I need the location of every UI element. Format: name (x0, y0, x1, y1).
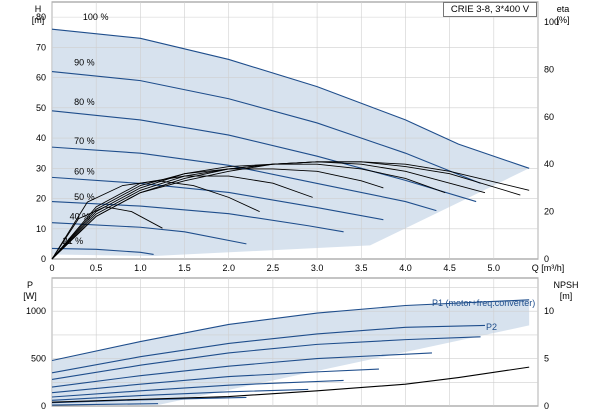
speed-label: 70 % (74, 136, 95, 146)
y-tick-label-left-bottom: 500 (31, 354, 46, 364)
y-tick-label-left-top: 0 (41, 254, 46, 264)
y-tick-label-left-top: 60 (36, 73, 46, 83)
y-tick-label-right-bottom: 10 (544, 306, 554, 316)
efficiency-curve (51, 168, 384, 260)
y-tick-label-left-bottom: 0 (41, 401, 46, 411)
head-curve (51, 70, 481, 184)
operating-area-head (52, 29, 530, 256)
y-tick-label-right-top: 60 (544, 112, 554, 122)
y-axis-unit-right-bottom: [m] (560, 291, 573, 301)
power-curve (51, 324, 485, 374)
speed-label: 60 % (74, 166, 95, 176)
power-curve (51, 352, 432, 388)
power-curve (51, 336, 481, 380)
power-curve (51, 368, 379, 394)
y-tick-label-right-bottom: 0 (544, 401, 549, 411)
y-axis-unit-left-top: [m] (32, 15, 45, 25)
speed-label: 80 % (74, 97, 95, 107)
x-tick-label: Q [m³/h] (532, 263, 565, 273)
power-curve (51, 388, 309, 401)
head-curve (51, 110, 477, 203)
speed-label: 40 % (70, 212, 91, 222)
npsh-curve (51, 366, 530, 403)
y-axis-label-right-top: eta (557, 4, 570, 14)
head-curve (51, 222, 247, 245)
chart-title: CRIE 3-8, 3*400 V (450, 4, 530, 15)
efficiency-curve (51, 175, 313, 260)
x-tick-label: 1.0 (134, 263, 147, 273)
x-tick-label: 5.0 (488, 263, 501, 273)
x-tick-label: 2.5 (267, 263, 280, 273)
x-tick-label: 1.5 (178, 263, 191, 273)
y-tick-label-right-top: 0 (544, 254, 549, 264)
speed-label: 21 % (63, 236, 84, 246)
head-curve (51, 201, 344, 233)
operating-area-power (52, 299, 530, 406)
y-tick-label-left-top: 40 (36, 133, 46, 143)
y-tick-label-left-bottom: 1000 (26, 306, 46, 316)
y-tick-label-left-top: 10 (36, 224, 46, 234)
power-curve (51, 299, 530, 362)
y-tick-label-left-top: 30 (36, 163, 46, 173)
efficiency-curve (51, 180, 260, 260)
x-tick-label: 3.5 (355, 263, 368, 273)
y-axis-label-left-top: H (35, 4, 42, 14)
chart-title-box: CRIE 3-8, 3*400 V (443, 2, 537, 17)
y-tick-label-right-bottom: 5 (544, 354, 549, 364)
x-tick-label: 4.0 (399, 263, 412, 273)
speed-label: 100 % (83, 12, 109, 22)
x-tick-label: 0.5 (90, 263, 103, 273)
efficiency-curve (51, 206, 163, 260)
y-axis-label-left-bottom: P (27, 280, 33, 290)
efficiency-curve (51, 161, 486, 260)
x-tick-label: 3.0 (311, 263, 324, 273)
y-tick-label-left-top: 50 (36, 103, 46, 113)
y-tick-label-right-top: 100 (544, 17, 559, 27)
x-tick-label: 4.5 (443, 263, 456, 273)
y-tick-label-left-top: 80 (36, 12, 46, 22)
y-tick-label-right-top: 80 (544, 64, 554, 74)
x-tick-label: 2.0 (222, 263, 235, 273)
speed-label: 50 % (74, 192, 95, 202)
head-curve (51, 28, 530, 169)
p2-series-label: P2 (486, 322, 497, 332)
y-axis-unit-left-bottom: [W] (23, 291, 37, 301)
y-tick-label-left-top: 70 (36, 42, 46, 52)
y-tick-label-left-top: 20 (36, 194, 46, 204)
head-curve (51, 146, 437, 212)
head-curve (51, 247, 154, 256)
y-axis-unit-right-top: [%] (556, 15, 569, 25)
head-curve (51, 176, 384, 221)
x-tick-label: 0 (49, 263, 54, 273)
p1-series-label: P1 (motor+freq.converter) (432, 298, 535, 308)
power-curve (51, 379, 344, 398)
y-axis-label-right-bottom: NPSH (553, 280, 578, 290)
y-tick-label-right-top: 20 (544, 207, 554, 217)
speed-label: 90 % (74, 57, 95, 67)
y-tick-label-right-top: 40 (544, 159, 554, 169)
efficiency-curve (51, 163, 446, 260)
power-curve (51, 403, 159, 406)
